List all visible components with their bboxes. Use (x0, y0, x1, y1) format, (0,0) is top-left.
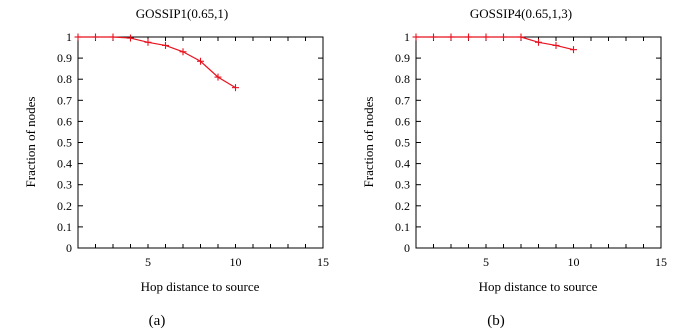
data-point-marker (535, 38, 542, 46)
data-series (74, 33, 239, 92)
y-tick-label: 0.1 (395, 220, 410, 234)
y-tick-label: 0.8 (57, 72, 72, 86)
y-tick-label: 0 (404, 241, 410, 255)
data-series (412, 33, 577, 54)
data-point-marker (179, 48, 187, 56)
x-tick-label: 5 (145, 255, 151, 269)
y-tick-label: 0.3 (395, 178, 410, 192)
data-point-marker (214, 73, 222, 81)
series-line (78, 36, 236, 89)
y-tick-label: 0.2 (395, 199, 410, 213)
plot-frame (77, 36, 324, 249)
y-axis-ticks: 0 0.1 0.2 0.3 0.4 0.5 0.6 0.7 0.8 0.9 1 (395, 30, 661, 255)
y-axis-ticks: 0 0.1 0.2 0.3 0.4 0.5 0.6 0.7 0.8 0.9 1 (57, 30, 323, 255)
y-tick-label: 0.5 (57, 136, 72, 150)
y-tick-label: 0.7 (395, 93, 410, 107)
y-axis-label: Fraction of nodes (361, 97, 376, 188)
x-tick-label: 10 (568, 255, 580, 269)
y-axis-label: Fraction of nodes (23, 97, 38, 188)
x-axis-label: Hop distance to source (479, 279, 598, 294)
y-tick-label: 0.6 (395, 114, 410, 128)
data-point-marker (127, 34, 134, 42)
x-tick-label: 5 (483, 255, 489, 269)
y-tick-label: 0.2 (57, 199, 72, 213)
data-point-marker (197, 57, 204, 65)
data-point-marker (482, 33, 490, 41)
data-point-marker (92, 33, 99, 41)
x-tick-label: 10 (230, 255, 242, 269)
y-tick-label: 0.4 (395, 157, 410, 171)
y-tick-label: 0 (66, 241, 72, 255)
data-point-marker (412, 33, 420, 41)
panel-caption: (b) (487, 313, 505, 329)
x-tick-label: 15 (317, 255, 329, 269)
chart-title: GOSSIP4(0.65,1,3) (470, 6, 572, 21)
y-tick-label: 0.9 (395, 51, 410, 65)
y-tick-label: 0.8 (395, 72, 410, 86)
x-axis-label: Hop distance to source (141, 279, 260, 294)
x-axis-ticks: 5 10 15 (95, 37, 329, 269)
y-tick-label: 0.1 (57, 220, 72, 234)
data-point-marker (517, 33, 525, 41)
x-axis-ticks: 5 10 15 (433, 37, 667, 269)
data-point-marker (74, 33, 82, 41)
data-point-marker (109, 33, 117, 41)
y-tick-label: 0.4 (57, 157, 72, 171)
data-point-marker (162, 41, 169, 49)
data-point-marker (232, 84, 239, 92)
chart-title: GOSSIP1(0.65,1) (136, 6, 228, 21)
plot-frame (415, 36, 662, 249)
y-tick-label: 0.6 (57, 114, 72, 128)
y-tick-label: 0.7 (57, 93, 72, 107)
data-point-marker (144, 38, 152, 46)
chart-panel-b: GOSSIP4(0.65,1,3) 0 0.1 0.2 0.3 0.4 0.5 0.6 0.7… (361, 6, 667, 329)
data-point-marker (465, 33, 472, 41)
y-tick-label: 0.9 (57, 51, 72, 65)
x-tick-label: 15 (655, 255, 667, 269)
data-point-marker (570, 46, 577, 54)
y-tick-label: 0.3 (57, 178, 72, 192)
data-point-marker (500, 33, 507, 41)
chart-panel-a: GOSSIP1(0.65,1) 0 0.1 0.2 0.3 0.4 0.5 0.6 0.7 0.… (23, 6, 329, 329)
series-line (416, 36, 574, 51)
data-point-marker (447, 33, 455, 41)
y-tick-label: 1 (66, 30, 72, 44)
y-tick-label: 1 (404, 30, 410, 44)
y-tick-label: 0.5 (395, 136, 410, 150)
data-point-marker (552, 41, 560, 49)
panel-caption: (a) (149, 313, 166, 329)
data-point-marker (430, 33, 437, 41)
